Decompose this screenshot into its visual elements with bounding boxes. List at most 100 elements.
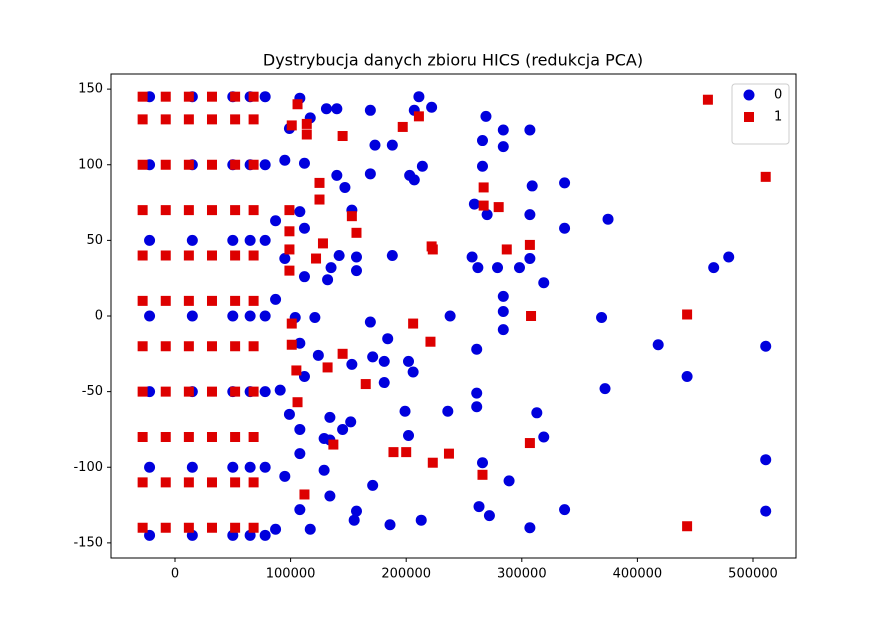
data-point xyxy=(248,159,259,170)
x-tick-label: 400000 xyxy=(613,567,663,582)
data-point xyxy=(183,205,194,216)
data-point xyxy=(360,379,371,390)
data-point xyxy=(760,505,772,517)
data-point xyxy=(497,124,509,136)
data-point xyxy=(345,416,357,428)
data-point xyxy=(230,114,241,125)
data-point xyxy=(248,386,259,397)
data-point xyxy=(301,118,312,129)
data-point xyxy=(259,386,271,398)
data-point xyxy=(284,226,295,237)
data-point xyxy=(248,91,259,102)
data-point xyxy=(160,250,171,261)
data-point xyxy=(284,205,295,216)
data-point xyxy=(186,310,198,322)
data-point xyxy=(388,447,399,458)
data-point xyxy=(137,341,148,352)
data-point xyxy=(270,215,282,227)
data-point xyxy=(328,439,339,450)
data-point xyxy=(346,211,357,222)
data-point xyxy=(270,293,282,305)
data-point xyxy=(206,386,217,397)
data-point xyxy=(137,91,148,102)
data-point xyxy=(230,91,241,102)
data-point xyxy=(286,339,297,350)
data-point xyxy=(183,91,194,102)
data-point xyxy=(137,432,148,442)
data-point xyxy=(294,504,306,516)
data-point xyxy=(248,250,259,261)
data-point xyxy=(538,277,550,289)
data-point xyxy=(206,522,217,533)
data-point xyxy=(493,202,504,213)
data-point xyxy=(427,244,438,255)
data-point xyxy=(426,101,438,113)
data-point xyxy=(144,461,156,473)
data-point xyxy=(291,365,302,376)
data-point xyxy=(230,295,241,306)
data-point xyxy=(322,274,334,286)
data-point xyxy=(596,312,608,324)
data-point xyxy=(416,160,428,172)
data-point xyxy=(230,205,241,216)
data-point xyxy=(312,349,324,361)
data-point xyxy=(248,114,259,125)
data-point xyxy=(477,469,488,480)
data-point xyxy=(160,522,171,533)
data-point xyxy=(346,358,358,370)
data-point xyxy=(309,312,321,324)
data-point xyxy=(317,238,328,249)
data-point xyxy=(183,295,194,306)
data-point xyxy=(559,222,571,234)
data-point xyxy=(348,514,360,526)
data-point xyxy=(331,103,343,115)
data-point xyxy=(248,432,259,442)
data-point xyxy=(299,489,310,500)
data-point xyxy=(760,340,772,352)
data-point xyxy=(480,110,492,122)
data-point xyxy=(137,295,148,306)
data-point xyxy=(497,141,509,153)
data-point xyxy=(318,433,330,445)
data-point xyxy=(206,432,217,442)
data-point xyxy=(320,103,332,115)
data-point xyxy=(294,206,306,218)
data-point xyxy=(760,454,772,466)
data-point xyxy=(350,265,362,277)
data-point xyxy=(311,253,322,264)
data-point xyxy=(137,250,148,261)
data-point xyxy=(524,522,536,534)
data-point xyxy=(160,386,171,397)
data-point xyxy=(466,251,478,263)
data-point xyxy=(274,384,286,396)
data-point xyxy=(468,198,480,210)
data-point xyxy=(244,234,256,246)
data-point xyxy=(298,271,310,283)
data-point xyxy=(602,213,614,225)
data-point xyxy=(206,250,217,261)
data-point xyxy=(481,209,493,221)
data-point xyxy=(497,290,509,302)
data-point xyxy=(386,139,398,151)
data-point xyxy=(524,253,536,265)
data-point xyxy=(337,131,348,142)
data-point xyxy=(230,250,241,261)
data-point xyxy=(294,423,306,435)
data-point xyxy=(384,519,396,531)
data-point xyxy=(160,477,171,488)
data-point xyxy=(386,250,398,261)
data-point xyxy=(284,265,295,276)
data-point xyxy=(476,457,488,469)
data-point xyxy=(137,477,148,488)
data-point xyxy=(367,479,379,491)
data-point xyxy=(559,504,571,516)
data-point xyxy=(284,244,295,255)
x-tick-label: 200000 xyxy=(381,567,431,582)
data-point xyxy=(415,514,427,526)
data-point xyxy=(403,429,415,441)
data-point xyxy=(206,341,217,352)
data-point xyxy=(425,336,436,347)
data-point xyxy=(524,124,536,136)
data-point xyxy=(407,366,419,378)
data-point xyxy=(227,461,239,473)
